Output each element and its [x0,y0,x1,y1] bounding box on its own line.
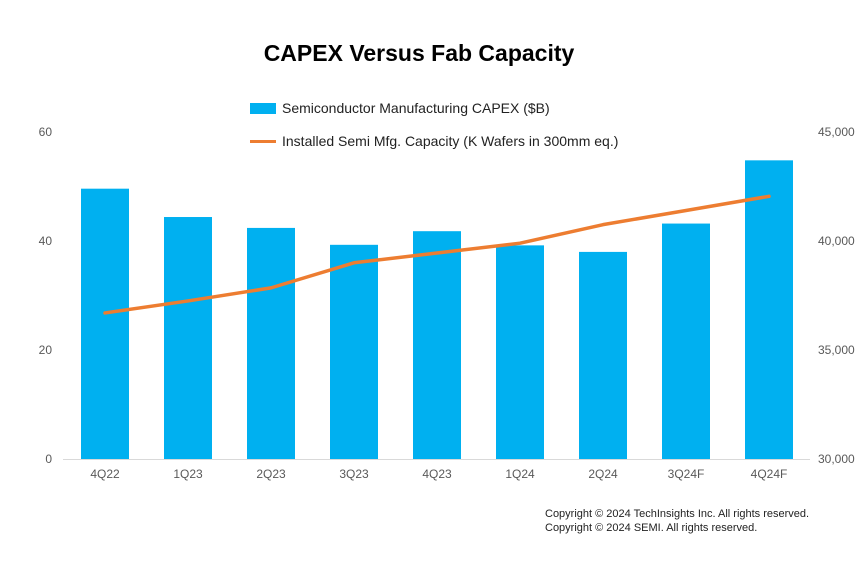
x-tick-label: 4Q24F [751,467,788,481]
legend-label: Installed Semi Mfg. Capacity (K Wafers i… [282,133,619,149]
legend-item-capex: Semiconductor Manufacturing CAPEX ($B) [250,100,550,116]
copyright-semi: Copyright © 2024 SEMI. All rights reserv… [545,522,758,534]
legend-item-capacity: Installed Semi Mfg. Capacity (K Wafers i… [250,133,618,149]
y-left-tick-label: 0 [45,452,52,466]
x-tick-label: 4Q23 [422,467,452,481]
bar-4Q22 [81,188,129,459]
legend-swatch-line [250,139,276,143]
x-tick-label: 3Q24F [668,467,705,481]
chart-title: CAPEX Versus Fab Capacity [263,40,575,66]
x-tick-label: 2Q23 [256,467,286,481]
bar-3Q23 [330,244,378,459]
x-tick-label: 4Q22 [90,467,120,481]
legend-label: Semiconductor Manufacturing CAPEX ($B) [282,100,550,116]
y-left-tick-label: 60 [39,125,53,139]
copyright-techinsights: Copyright © 2024 TechInsights Inc. All r… [545,508,810,520]
y-right-tick-label: 45,000 [818,125,855,139]
bar-2Q24 [579,251,627,459]
x-tick-label: 1Q24 [505,467,535,481]
legend-swatch-bar [250,102,276,114]
bar-2Q23 [247,227,295,459]
bar-1Q23 [164,217,212,459]
y-right-tick-label: 30,000 [818,452,855,466]
y-right-tick-label: 35,000 [818,343,855,357]
y-right-tick-label: 40,000 [818,234,855,248]
bar-1Q24 [496,245,544,459]
x-tick-label: 1Q23 [173,467,203,481]
y-left-tick-label: 20 [39,343,53,357]
x-tick-label: 2Q24 [588,467,618,481]
bar-4Q24F [745,160,793,459]
x-tick-label: 3Q23 [339,467,369,481]
bar-3Q24F [662,223,710,459]
y-left-tick-label: 40 [39,234,53,248]
bar-4Q23 [413,231,461,459]
